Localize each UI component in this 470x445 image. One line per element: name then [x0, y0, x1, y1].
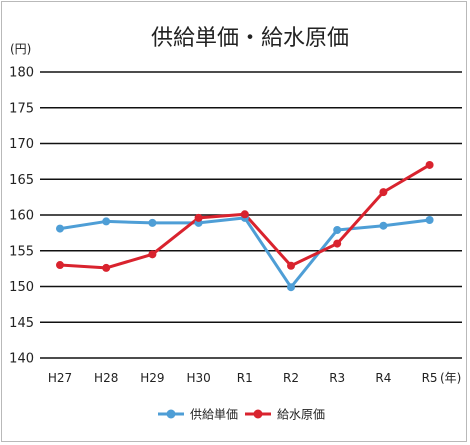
series-1-point-R4: [379, 221, 388, 230]
y-tick-labels: 140 145 150 155 160 165 170 175 180: [9, 66, 34, 367]
series-2-point-R4: [379, 188, 388, 197]
series-1-point-H27: [56, 224, 64, 233]
series-1-point-R3: [333, 226, 342, 235]
series-layer: [56, 160, 434, 292]
series-2-point-R2: [287, 261, 295, 270]
x-tick-label-R4: R4: [375, 371, 391, 385]
x-tick-label-R1: R1: [237, 371, 253, 385]
chart-title: 供給単価・給水原価: [151, 26, 349, 51]
x-axis-unit: (年): [440, 371, 461, 385]
series-2-point-R5: [425, 160, 434, 169]
legend-marker-1: [166, 409, 176, 419]
series-1-point-H28: [102, 217, 111, 226]
series-2-point-H30: [194, 213, 203, 222]
series-2-point-H28: [102, 263, 111, 272]
x-tick-label-H29: H29: [140, 371, 164, 385]
x-tick-label-H27: H27: [48, 371, 72, 385]
legend-label-1: 供給単価: [190, 408, 238, 422]
x-tick-label-H28: H28: [94, 371, 118, 385]
series-1-point-R5: [425, 216, 434, 225]
y-tick-label-150: 150: [9, 280, 34, 295]
x-tick-label-H30: H30: [186, 371, 210, 385]
y-tick-label-145: 145: [9, 316, 34, 331]
x-tick-label-R5: R5: [422, 371, 438, 385]
x-tick-labels: H27 H28 H29 H30 R1 R2 R3 R4 R5: [48, 371, 438, 385]
y-tick-label-180: 180: [9, 66, 34, 81]
y-tick-label-175: 175: [9, 101, 34, 116]
x-tick-label-R2: R2: [283, 371, 299, 385]
series-2-point-R3: [333, 239, 342, 248]
x-tick-label-R3: R3: [329, 371, 345, 385]
series-line-1: [59, 216, 430, 289]
series-2-point-H27: [56, 261, 64, 270]
series-1-point-R2: [287, 283, 295, 292]
legend: 供給単価 給水原価: [158, 408, 325, 422]
y-tick-label-165: 165: [9, 173, 34, 188]
y-tick-label-155: 155: [9, 244, 34, 259]
series-1-point-H29: [148, 218, 157, 227]
legend-marker-2: [253, 409, 263, 419]
y-axis-unit: (円): [10, 42, 31, 56]
series-2-point-H29: [148, 250, 157, 259]
series-2-point-R1: [240, 210, 249, 219]
y-tick-label-140: 140: [9, 352, 34, 367]
grid-layer: [40, 71, 462, 359]
legend-label-2: 給水原価: [277, 408, 325, 422]
y-tick-label-170: 170: [9, 137, 34, 152]
y-tick-label-160: 160: [9, 209, 34, 224]
